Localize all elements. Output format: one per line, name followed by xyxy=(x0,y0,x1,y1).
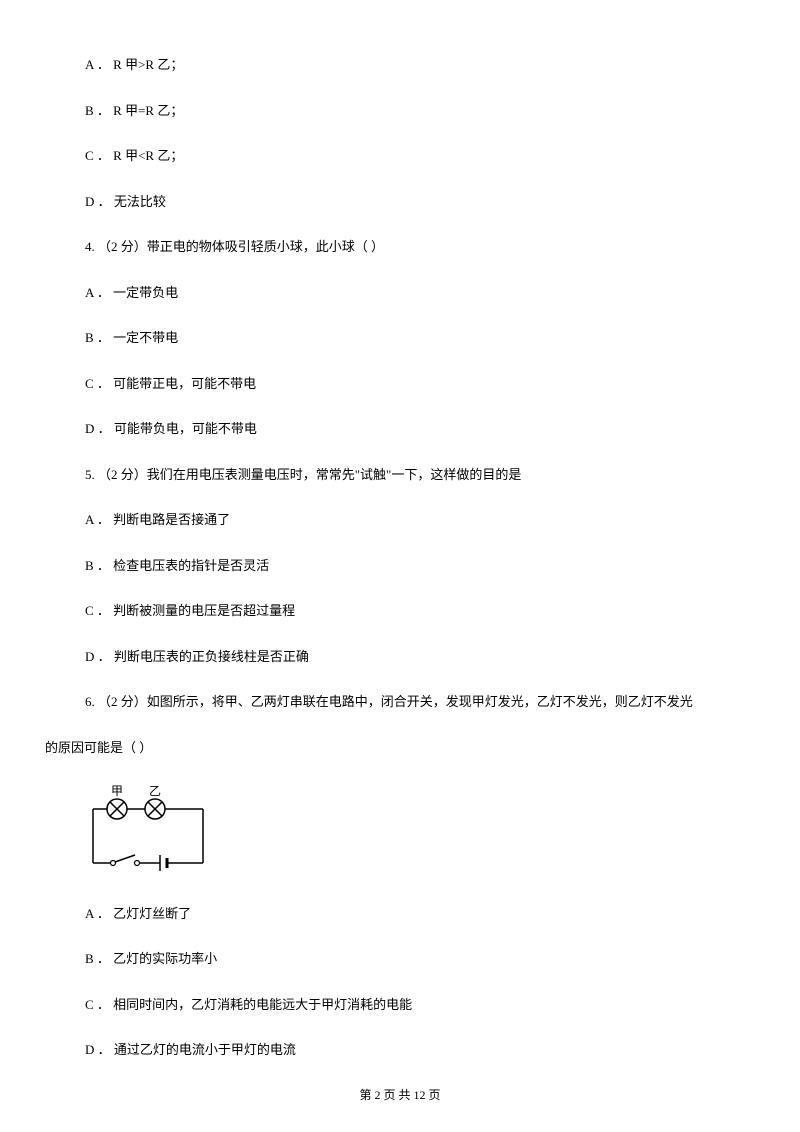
q5-stem: 5. （2 分）我们在用电压表测量电压时，常常先"试触"一下，这样做的目的是 xyxy=(45,465,755,485)
q5-option-d: D ． 判断电压表的正负接线柱是否正确 xyxy=(45,647,755,667)
q3-option-d: D ． 无法比较 xyxy=(45,192,755,212)
q6-stem-line1: 6. （2 分）如图所示，将甲、乙两灯串联在电路中，闭合开关，发现甲灯发光，乙灯… xyxy=(45,692,755,712)
q4-option-a: A ． 一定带负电 xyxy=(45,283,755,303)
circuit-diagram: 甲 乙 xyxy=(85,783,755,884)
q4-option-c: C ． 可能带正电，可能不带电 xyxy=(45,374,755,394)
q4-option-d: D ． 可能带负电，可能不带电 xyxy=(45,419,755,439)
q6-option-d: D ． 通过乙灯的电流小于甲灯的电流 xyxy=(45,1040,755,1060)
circuit-label-yi: 乙 xyxy=(149,784,161,798)
q6-option-c: C ． 相同时间内，乙灯消耗的电能远大于甲灯消耗的电能 xyxy=(45,995,755,1015)
q6-option-b: B ． 乙灯的实际功率小 xyxy=(45,949,755,969)
q4-option-b: B ． 一定不带电 xyxy=(45,328,755,348)
q3-option-b: B ． R 甲=R 乙； xyxy=(45,101,755,121)
q3-option-c: C ． R 甲<R 乙； xyxy=(45,146,755,166)
circuit-label-jia: 甲 xyxy=(111,784,123,798)
q6-option-a: A ． 乙灯灯丝断了 xyxy=(45,904,755,924)
q3-option-a: A ． R 甲>R 乙； xyxy=(45,55,755,75)
page-footer: 第 2 页 共 12 页 xyxy=(0,1086,800,1104)
q4-stem: 4. （2 分）带正电的物体吸引轻质小球，此小球（ ） xyxy=(45,237,755,257)
q5-option-c: C ． 判断被测量的电压是否超过量程 xyxy=(45,601,755,621)
q6-stem-line2: 的原因可能是（ ） xyxy=(45,738,755,758)
q5-option-b: B ． 检查电压表的指针是否灵活 xyxy=(45,556,755,576)
q5-option-a: A ． 判断电路是否接通了 xyxy=(45,510,755,530)
